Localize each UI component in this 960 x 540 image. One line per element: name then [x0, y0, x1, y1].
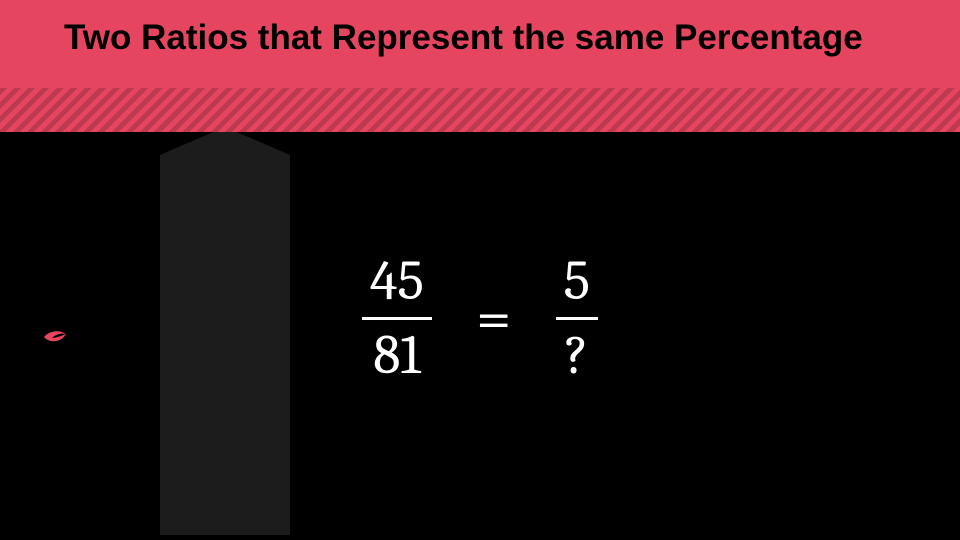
- slide-header: Two Ratios that Represent the same Perce…: [0, 0, 960, 132]
- equation: 45 81 = 5 ?: [0, 252, 960, 385]
- fraction-right: 5 ?: [556, 252, 599, 385]
- equals-sign: =: [476, 281, 511, 355]
- slide-body: 45 81 = 5 ?: [0, 132, 960, 540]
- fraction-right-bar: [556, 317, 599, 320]
- slide-title: Two Ratios that Represent the same Perce…: [64, 16, 896, 60]
- fraction-right-numerator: 5: [556, 252, 599, 311]
- fraction-left-numerator: 45: [362, 252, 432, 311]
- fraction-right-denominator: ?: [557, 326, 597, 385]
- fraction-left: 45 81: [362, 252, 432, 385]
- fraction-left-bar: [362, 317, 432, 320]
- slide: 45 81 = 5 ? Two Ratios that Represent th…: [0, 0, 960, 540]
- header-stripe-pattern: [0, 88, 960, 132]
- fraction-left-denominator: 81: [365, 326, 428, 385]
